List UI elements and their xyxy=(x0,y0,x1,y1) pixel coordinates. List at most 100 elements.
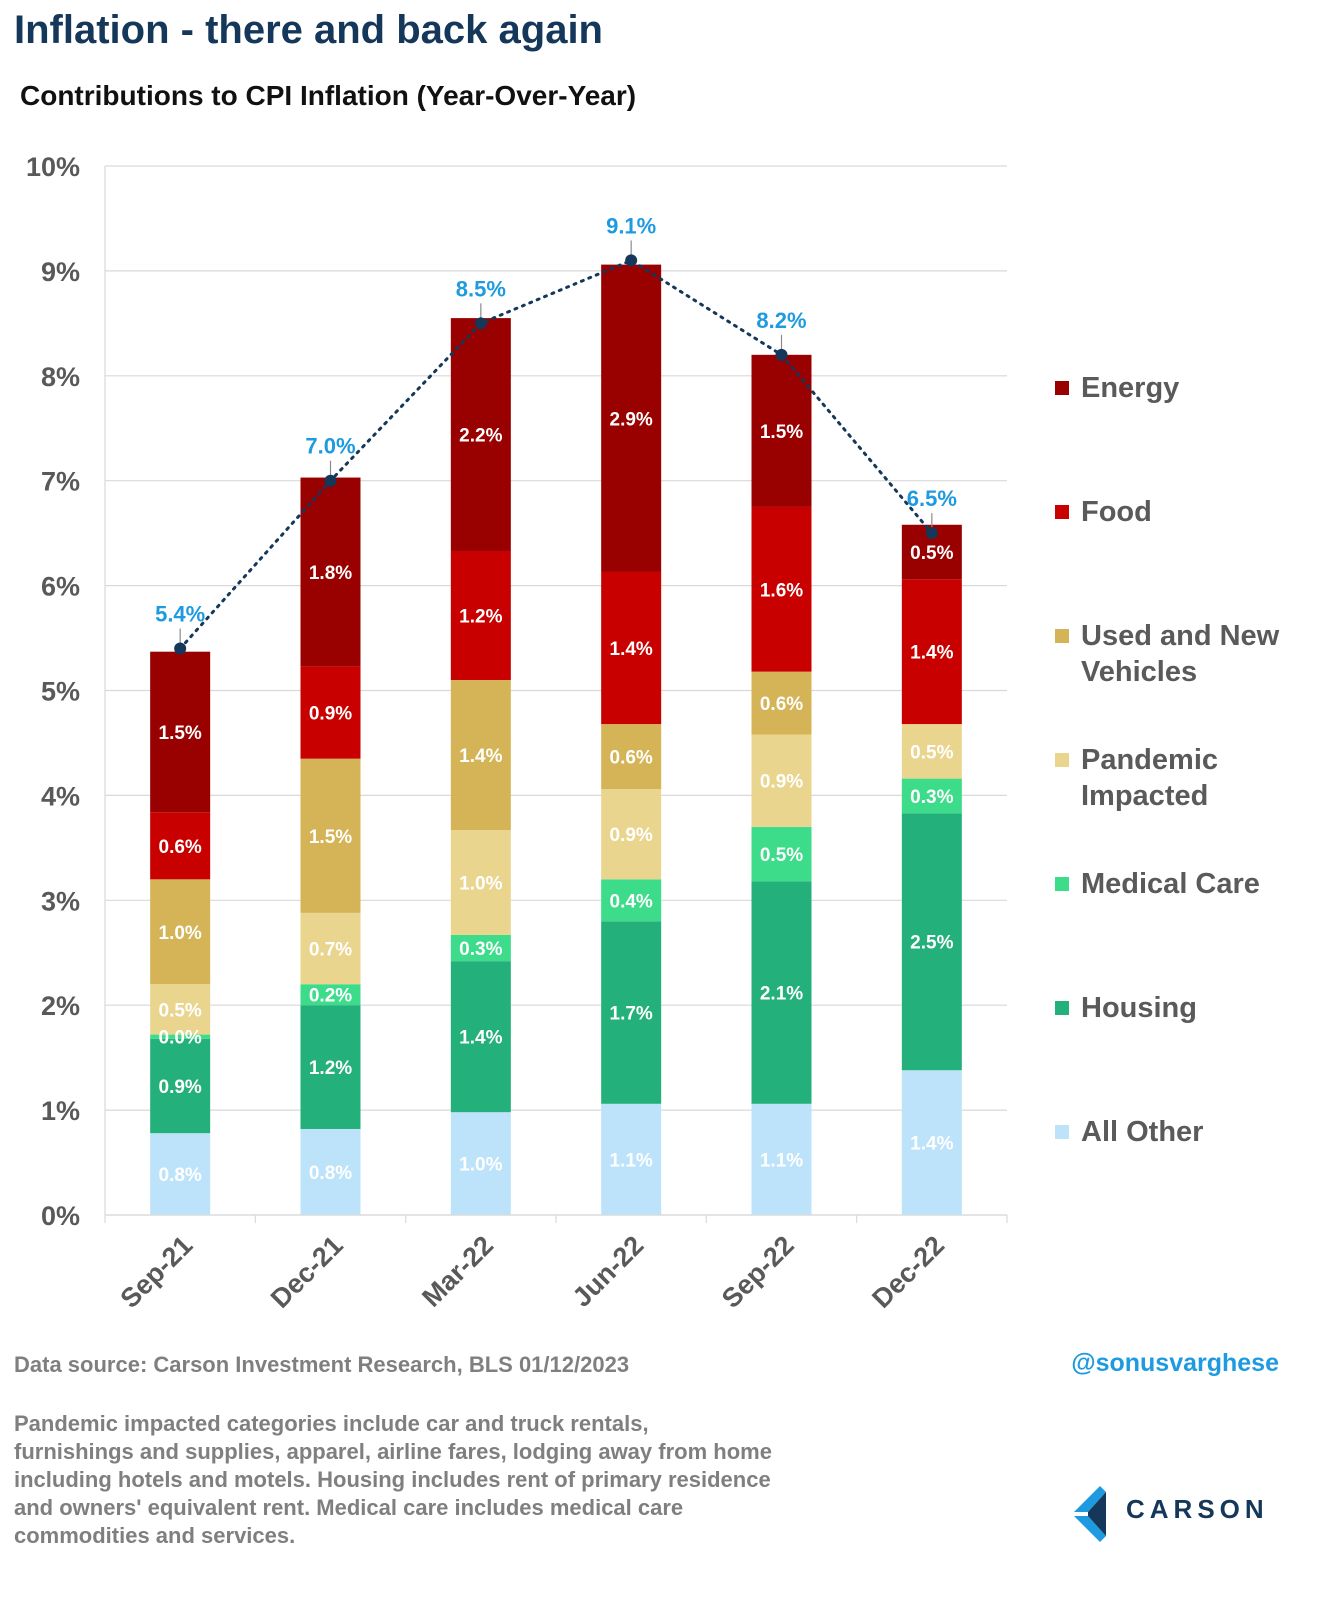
bar-segment xyxy=(901,1070,962,1215)
bar-segment xyxy=(450,550,511,681)
bar-segment xyxy=(601,571,662,725)
bar-segment xyxy=(300,1128,361,1215)
segment-label: 1.5% xyxy=(159,723,202,744)
legend-swatch xyxy=(1055,1001,1069,1015)
segment-label: 0.2% xyxy=(309,986,352,1007)
carson-logo: CARSON xyxy=(1068,1484,1288,1544)
segment-label: 1.4% xyxy=(459,1028,502,1049)
y-tick-label: 10% xyxy=(26,152,80,182)
bar-segment xyxy=(450,934,511,962)
segment-label: 0.6% xyxy=(760,694,803,715)
y-tick-label: 5% xyxy=(41,677,80,707)
segment-label: 1.2% xyxy=(309,1058,352,1079)
bar-segment xyxy=(300,984,361,1006)
legend-swatch xyxy=(1055,753,1069,767)
bars xyxy=(150,264,962,1215)
legend-swatch xyxy=(1055,505,1069,519)
bar-segment xyxy=(300,1005,361,1129)
total-label: 9.1% xyxy=(606,213,656,238)
carson-logo-text: CARSON xyxy=(1126,1494,1269,1524)
segment-label: 0.9% xyxy=(610,825,653,846)
segment-label: 0.8% xyxy=(309,1163,352,1184)
segment-label: 1.0% xyxy=(159,923,202,944)
legend-label: Housing xyxy=(1081,992,1197,1024)
y-tick-label: 6% xyxy=(41,572,80,602)
bar-segment xyxy=(901,813,962,1071)
legend-swatch xyxy=(1055,1125,1069,1139)
y-tick-label: 9% xyxy=(41,257,80,287)
segment-label: 1.1% xyxy=(610,1150,653,1171)
bar-segment xyxy=(450,961,511,1113)
bar-segment xyxy=(601,879,662,922)
segment-label: 0.9% xyxy=(159,1077,202,1098)
segment-labels: 0.8% 0.9% 0.0% 0.5% 1.0% 0.6% 1.5% 0.8% 1.2% 0.2%… xyxy=(159,409,954,1186)
bar-segment xyxy=(450,680,511,831)
bar-segment xyxy=(300,666,361,759)
segment-label: 0.6% xyxy=(159,837,202,858)
y-tick-label: 3% xyxy=(41,886,80,916)
total-point xyxy=(625,254,638,267)
bar-segment xyxy=(300,477,361,667)
bar-segment xyxy=(751,1103,812,1215)
total-point xyxy=(324,474,337,487)
segment-label: 0.5% xyxy=(910,543,953,564)
y-tick-label: 4% xyxy=(41,781,80,811)
segment-label: 2.9% xyxy=(610,409,653,430)
segment-label: 1.4% xyxy=(610,639,653,660)
segment-label: 0.4% xyxy=(610,891,653,912)
segment-label: 0.6% xyxy=(610,748,653,769)
segment-label: 2.5% xyxy=(910,933,953,954)
data-source: Data source: Carson Investment Research,… xyxy=(14,1352,630,1377)
legend-swatch xyxy=(1055,877,1069,891)
bar-segment xyxy=(150,879,211,985)
bar-segment xyxy=(300,912,361,985)
segment-label: 0.8% xyxy=(159,1165,202,1186)
legend-label: Pandemic Impacted xyxy=(1081,744,1218,812)
segment-label: 2.1% xyxy=(760,984,803,1005)
bar-segment xyxy=(150,984,211,1035)
total-label: 5.4% xyxy=(155,602,205,627)
legend-swatch xyxy=(1055,381,1069,395)
x-axis: Sep-21 Dec-21 Mar-22 Jun-22 Sep-22 Dec-22 xyxy=(104,1214,1008,1314)
total-point xyxy=(174,642,187,655)
bar-segment xyxy=(601,921,662,1104)
y-tick-label: 0% xyxy=(41,1201,80,1231)
y-tick-label: 2% xyxy=(41,991,80,1021)
bar-segment xyxy=(901,724,962,779)
chart-subtitle: Contributions to CPI Inflation (Year-Ove… xyxy=(20,80,637,111)
segment-label: 0.0% xyxy=(159,1028,202,1049)
y-tick-label: 7% xyxy=(41,467,80,497)
bar-segment xyxy=(601,264,662,572)
y-tick-label: 8% xyxy=(41,362,80,392)
x-tick-label: Jun-22 xyxy=(567,1230,650,1313)
x-tick-label: Sep-22 xyxy=(716,1230,800,1314)
x-tick-label: Mar-22 xyxy=(416,1230,499,1313)
segment-label: 0.5% xyxy=(159,1000,202,1021)
segment-label: 1.7% xyxy=(610,1004,653,1025)
x-tick-label: Dec-21 xyxy=(265,1230,349,1314)
bar-segment xyxy=(450,830,511,935)
bar-segment xyxy=(751,506,812,672)
segment-label: 1.4% xyxy=(910,643,953,664)
bar-segment xyxy=(901,579,962,725)
x-tick-label: Dec-22 xyxy=(866,1230,950,1314)
total-label: 8.2% xyxy=(756,308,806,333)
legend-label: Used and New Vehicles xyxy=(1081,620,1280,688)
segment-label: 1.1% xyxy=(760,1150,803,1171)
segment-label: 0.7% xyxy=(309,940,352,961)
bar-segment xyxy=(601,1103,662,1215)
legend-label: Medical Care xyxy=(1081,868,1260,900)
footnote: Pandemic impacted categories include car… xyxy=(14,1411,772,1548)
legend-swatch xyxy=(1055,629,1069,643)
segment-label: 0.3% xyxy=(459,939,502,960)
twitter-handle[interactable]: @sonusvarghese xyxy=(1071,1349,1279,1377)
total-line: 5.4% 7.0% 8.5% 9.1% 8.2% 6.5% xyxy=(155,213,957,655)
segment-label: 0.9% xyxy=(760,772,803,793)
bar-segment xyxy=(751,671,812,735)
bar-segment xyxy=(450,318,511,551)
x-tick-label: Sep-21 xyxy=(115,1230,199,1314)
bar-segment xyxy=(150,812,211,880)
legend-label: All Other xyxy=(1081,1116,1204,1148)
segment-label: 1.0% xyxy=(459,873,502,894)
segment-label: 1.5% xyxy=(760,422,803,443)
